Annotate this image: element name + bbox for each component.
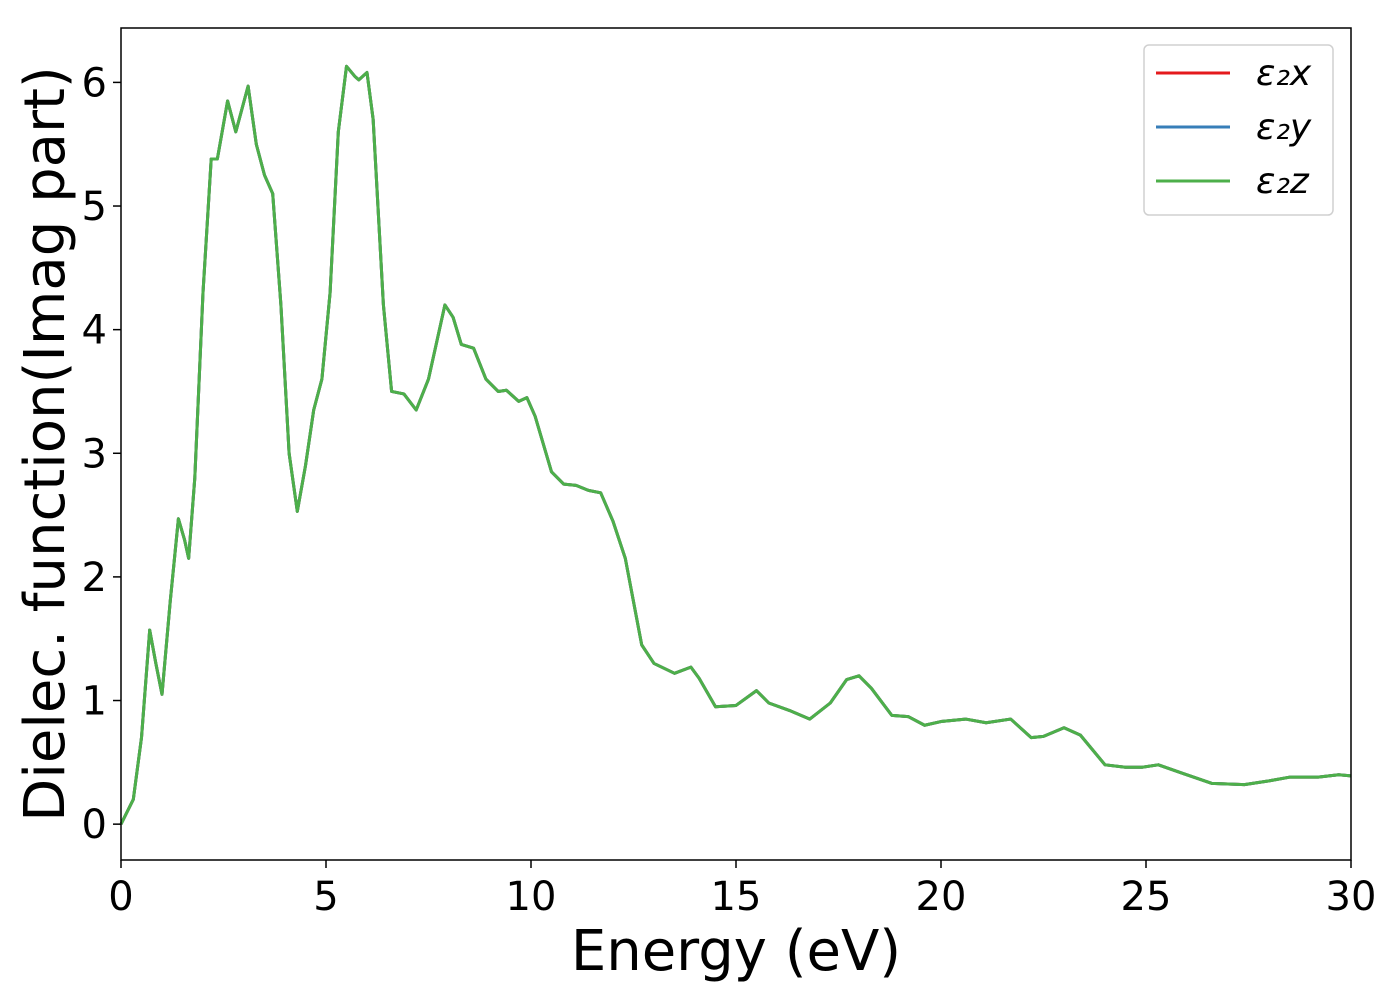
legend-label: ε₂x: [1256, 53, 1312, 94]
legend-box: [1143, 44, 1334, 216]
y-tick-label: 3: [82, 431, 107, 477]
legend-label: ε₂y: [1256, 107, 1312, 148]
x-tick-label: 15: [711, 874, 762, 920]
plot-frame: [120, 27, 1352, 861]
y-tick-label: 2: [82, 555, 107, 601]
x-tick-label: 20: [916, 874, 967, 920]
x-tick-label: 0: [108, 874, 133, 920]
x-axis-label: Energy (eV): [571, 919, 901, 984]
y-axis-label: Dielec. function(Imag part): [13, 66, 78, 822]
x-tick-label: 30: [1326, 874, 1377, 920]
legend-label: ε₂z: [1256, 161, 1310, 202]
y-tick-label: 5: [82, 184, 107, 230]
x-tick-label: 10: [506, 874, 557, 920]
y-tick-label: 1: [82, 679, 107, 725]
series-line: [119, 64, 1352, 825]
y-tick-label: 4: [82, 308, 107, 354]
x-tick-label: 25: [1121, 874, 1172, 920]
y-tick-label: 0: [82, 802, 107, 848]
y-tick-label: 6: [82, 60, 107, 106]
x-tick-label: 5: [313, 874, 338, 920]
